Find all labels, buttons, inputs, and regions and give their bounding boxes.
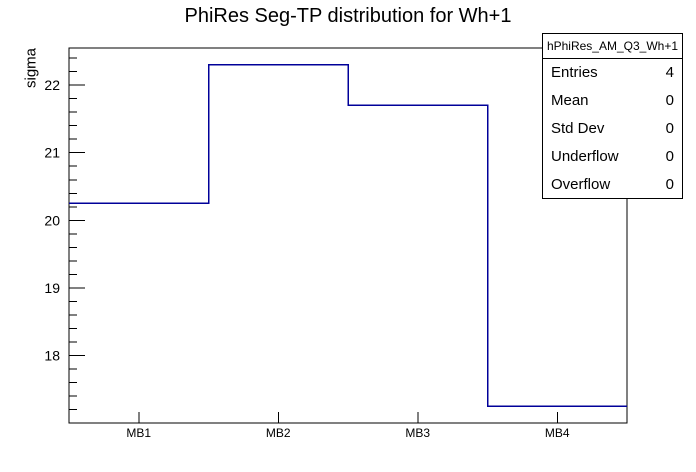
y-axis-tick-label: 19	[44, 280, 60, 296]
stats-label: Underflow	[551, 147, 619, 165]
stats-row: Std Dev 0	[543, 115, 682, 143]
stats-label: Std Dev	[551, 119, 605, 137]
x-axis-tick-label: MB1	[126, 426, 151, 440]
stats-value: 0	[665, 119, 674, 137]
stats-box: hPhiRes_AM_Q3_Wh+1 Entries 4 Mean 0 Std …	[542, 33, 683, 199]
stats-label: Entries	[551, 64, 598, 82]
y-axis-tick-label: 18	[44, 347, 60, 363]
stats-row: Underflow 0	[543, 142, 682, 170]
stats-value: 0	[665, 147, 674, 165]
stats-label: Mean	[551, 92, 589, 110]
x-axis-tick-label: MB4	[545, 426, 570, 440]
stats-label: Overflow	[551, 175, 611, 193]
plot-frame	[68, 47, 628, 424]
x-axis-tick-label: MB2	[266, 426, 291, 440]
y-axis-tick-label: 20	[44, 212, 60, 228]
y-axis-tick-label: 21	[44, 145, 60, 161]
histogram-line	[69, 64, 627, 407]
stats-value: 0	[665, 175, 674, 193]
stats-row: Mean 0	[543, 87, 682, 115]
stats-value: 4	[665, 64, 674, 82]
stats-box-body: Entries 4 Mean 0 Std Dev 0 Underflow 0 O…	[543, 59, 682, 198]
stats-value: 0	[665, 92, 674, 110]
x-axis-tick-label: MB3	[405, 426, 430, 440]
stats-row: Entries 4	[543, 59, 682, 87]
chart-title: PhiRes Seg-TP distribution for Wh+1	[184, 5, 512, 27]
stats-box-title: hPhiRes_AM_Q3_Wh+1	[543, 34, 682, 59]
stats-row: Overflow 0	[543, 170, 682, 198]
y-axis-tick-label: 22	[44, 77, 60, 93]
